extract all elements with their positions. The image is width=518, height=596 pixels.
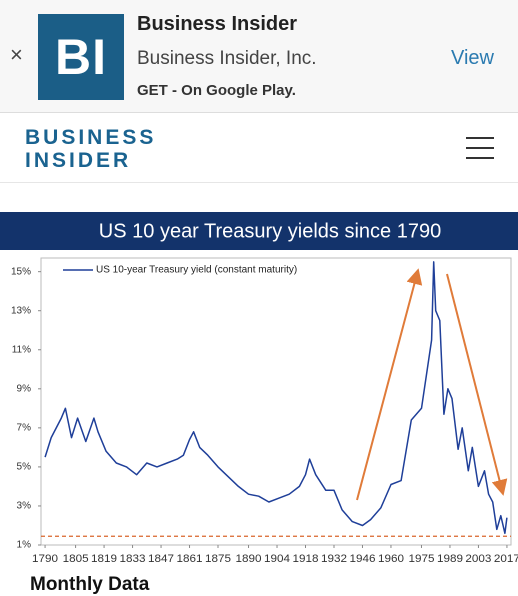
x-tick-label: 1904 [264, 553, 290, 565]
menu-button[interactable] [466, 137, 494, 167]
close-button[interactable]: × [10, 42, 23, 67]
brand-logo[interactable]: BUSINESS INSIDER [25, 126, 156, 172]
y-tick-label: 9% [17, 383, 32, 394]
x-tick-label: 1989 [437, 553, 463, 565]
brand-line: BUSINESS [25, 126, 157, 149]
brand-line: INSIDER [25, 149, 132, 172]
chart: US 10 year Treasury yields since 1790 1%… [0, 212, 518, 565]
y-tick-label: 7% [17, 422, 32, 433]
x-tick-label: 1875 [205, 553, 231, 565]
x-tick-label: 1932 [321, 553, 347, 565]
app-banner: × BI Business Insider Business Insider, … [0, 0, 518, 113]
x-tick-label: 1790 [32, 553, 58, 565]
x-tick-label: 1833 [120, 553, 146, 565]
y-tick-label: 3% [17, 501, 32, 512]
data-line [44, 261, 508, 535]
x-tick-label: 1890 [236, 553, 262, 565]
legend-label: US 10-year Treasury yield (constant matu… [96, 265, 297, 276]
chart-title: US 10 year Treasury yields since 1790 [99, 220, 441, 242]
x-tick-label: 1847 [148, 553, 174, 565]
y-tick-label: 11% [12, 344, 31, 355]
section-heading: Monthly Data [30, 574, 150, 595]
x-tick-label: 1946 [349, 553, 375, 565]
x-tick-label: 1960 [378, 553, 404, 565]
x-tick-label: 2017 [494, 553, 518, 565]
y-tick-label: 13% [11, 305, 31, 316]
divider [0, 182, 518, 183]
app-logo: BI [38, 14, 124, 100]
x-tick-label: 1918 [293, 553, 319, 565]
view-button[interactable]: View [451, 47, 494, 69]
trend-arrow [446, 273, 508, 496]
plot-area [40, 257, 512, 546]
x-tick-label: 1861 [177, 553, 203, 565]
title-band [0, 212, 518, 250]
x-tick-label: 2003 [465, 553, 491, 565]
y-tick-label: 1% [17, 540, 32, 551]
app-publisher: Business Insider, Inc. [137, 48, 317, 69]
app-title: Business Insider [137, 13, 298, 35]
x-tick-label: 1819 [91, 553, 117, 565]
y-tick-label: 15% [11, 266, 31, 277]
app-subtitle: GET - On Google Play. [137, 82, 296, 99]
trend-arrow [356, 268, 423, 501]
x-tick-label: 1975 [408, 553, 434, 565]
x-tick-label: 1805 [63, 553, 89, 565]
y-tick-label: 5% [17, 462, 32, 473]
